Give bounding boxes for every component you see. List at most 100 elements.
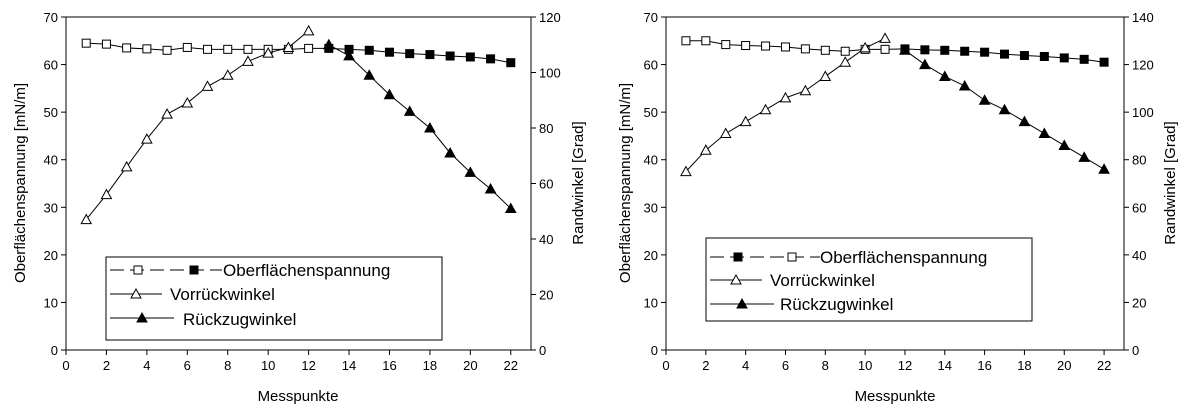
y2-tick-labels-right: 0 20 40 60 80 100 120 140 bbox=[1132, 10, 1154, 358]
data-point bbox=[920, 45, 930, 55]
data-point bbox=[1019, 51, 1029, 61]
data-point bbox=[1058, 139, 1071, 150]
y-tick-label: 60 bbox=[644, 58, 658, 73]
legend-box-left bbox=[105, 256, 443, 341]
y-tick-label: 70 bbox=[644, 10, 658, 25]
data-point bbox=[181, 96, 194, 108]
data-point bbox=[701, 36, 711, 46]
x-tick-label: 20 bbox=[463, 358, 477, 373]
data-point bbox=[282, 41, 295, 53]
legend-box-right bbox=[705, 237, 1033, 322]
data-point bbox=[938, 70, 951, 81]
data-point bbox=[120, 160, 133, 172]
data-point bbox=[221, 69, 234, 80]
data-point bbox=[998, 103, 1011, 115]
data-point bbox=[506, 58, 516, 68]
y2-tick-labels-left: 0 20 40 60 80 100 120 bbox=[539, 10, 561, 358]
data-point bbox=[739, 115, 752, 127]
data-point bbox=[162, 45, 172, 55]
legend-label-oberflaechenspannung: Oberflächenspannung bbox=[223, 261, 390, 280]
y2-tick-label: 20 bbox=[539, 288, 553, 303]
y2-tick-label: 80 bbox=[539, 121, 553, 136]
data-point bbox=[383, 88, 396, 100]
data-point bbox=[1038, 127, 1051, 139]
y-tick-labels-right: 0 10 20 30 40 50 60 70 bbox=[644, 10, 658, 358]
data-point bbox=[840, 46, 850, 56]
x-tick-label: 12 bbox=[898, 358, 912, 373]
data-point bbox=[465, 52, 475, 62]
y2-tick-label: 0 bbox=[539, 343, 546, 358]
data-point bbox=[504, 202, 517, 213]
y-tick-label: 10 bbox=[644, 295, 658, 310]
data-point bbox=[201, 80, 214, 91]
x-tick-label: 8 bbox=[224, 358, 231, 373]
x-tick-label: 14 bbox=[342, 358, 356, 373]
series-line-2 bbox=[328, 44, 512, 209]
legend-symbols-left bbox=[110, 265, 222, 323]
x-tick-label: 10 bbox=[858, 358, 872, 373]
plot-frame-right bbox=[665, 16, 1125, 351]
data-point bbox=[101, 39, 111, 49]
series-group-right bbox=[680, 32, 1110, 177]
data-point bbox=[182, 42, 192, 52]
data-point bbox=[363, 69, 376, 80]
data-point bbox=[819, 70, 832, 81]
legend-label-vorrueckwinkel: Vorrückwinkel bbox=[170, 285, 275, 304]
x-tick-label: 22 bbox=[504, 358, 518, 373]
x-tick-label: 2 bbox=[702, 358, 709, 373]
y-tick-label: 70 bbox=[44, 10, 58, 25]
data-point bbox=[304, 43, 314, 53]
legend-marker-triangle-filled bbox=[736, 297, 748, 309]
data-point bbox=[322, 38, 335, 50]
y2-tick-label: 0 bbox=[1132, 343, 1139, 358]
y-axis-title-left: Oberflächenspannung [mN/m] bbox=[12, 83, 29, 283]
legend-label-rueckzugwinkel: Rückzugwinkel bbox=[183, 310, 296, 329]
data-point bbox=[242, 55, 254, 66]
y2-tick-label: 120 bbox=[539, 10, 561, 25]
data-point bbox=[100, 188, 113, 200]
y2-tick-label: 20 bbox=[1132, 295, 1146, 310]
y2-tick-label: 120 bbox=[1132, 58, 1154, 73]
data-point bbox=[719, 127, 732, 139]
y-tick-labels-left: 0 10 20 30 40 50 60 70 bbox=[44, 10, 58, 358]
data-point bbox=[759, 103, 772, 115]
data-point bbox=[486, 54, 496, 64]
legend-symbols-right bbox=[710, 252, 820, 309]
data-point bbox=[1000, 49, 1010, 59]
x-tick-label: 20 bbox=[1057, 358, 1071, 373]
x-axis-title-left: Messpunkte bbox=[258, 388, 339, 405]
data-point bbox=[484, 183, 497, 194]
y-tick-label: 60 bbox=[44, 58, 58, 73]
data-point bbox=[980, 47, 990, 57]
legend-marker-triangle-open bbox=[130, 287, 142, 299]
data-point bbox=[444, 146, 456, 158]
data-point bbox=[940, 45, 950, 55]
legend-marker-triangle-open bbox=[730, 273, 742, 285]
x-tick-label: 14 bbox=[938, 358, 952, 373]
y2-tick-label: 40 bbox=[1132, 248, 1146, 263]
x-tick-label: 4 bbox=[143, 358, 150, 373]
data-point bbox=[880, 44, 890, 54]
legend-label-oberflaechenspannung: Oberflächenspannung bbox=[820, 248, 987, 267]
y2-tick-label: 80 bbox=[1132, 153, 1146, 168]
legend-marker-square bbox=[787, 252, 797, 262]
y2-tick-label: 100 bbox=[1132, 105, 1154, 120]
x-tick-label: 0 bbox=[62, 358, 69, 373]
y-tick-label: 0 bbox=[651, 343, 658, 358]
legend-label-vorrueckwinkel: Vorrückwinkel bbox=[770, 271, 875, 290]
data-point bbox=[761, 41, 771, 51]
y-tick-label: 30 bbox=[644, 200, 658, 215]
data-point bbox=[780, 42, 790, 52]
series-group-left bbox=[80, 24, 517, 225]
y2-axis-title-left: Randwinkel [Grad] bbox=[570, 121, 587, 244]
x-tick-label: 12 bbox=[301, 358, 315, 373]
y2-axis-title-right: Randwinkel [Grad] bbox=[1162, 121, 1179, 244]
data-point bbox=[161, 108, 173, 119]
data-point bbox=[899, 44, 911, 55]
data-point bbox=[445, 51, 455, 61]
data-point bbox=[681, 36, 691, 46]
y-axis-title-right: Oberflächenspannung [mN/m] bbox=[617, 83, 634, 283]
data-point bbox=[1039, 51, 1049, 61]
